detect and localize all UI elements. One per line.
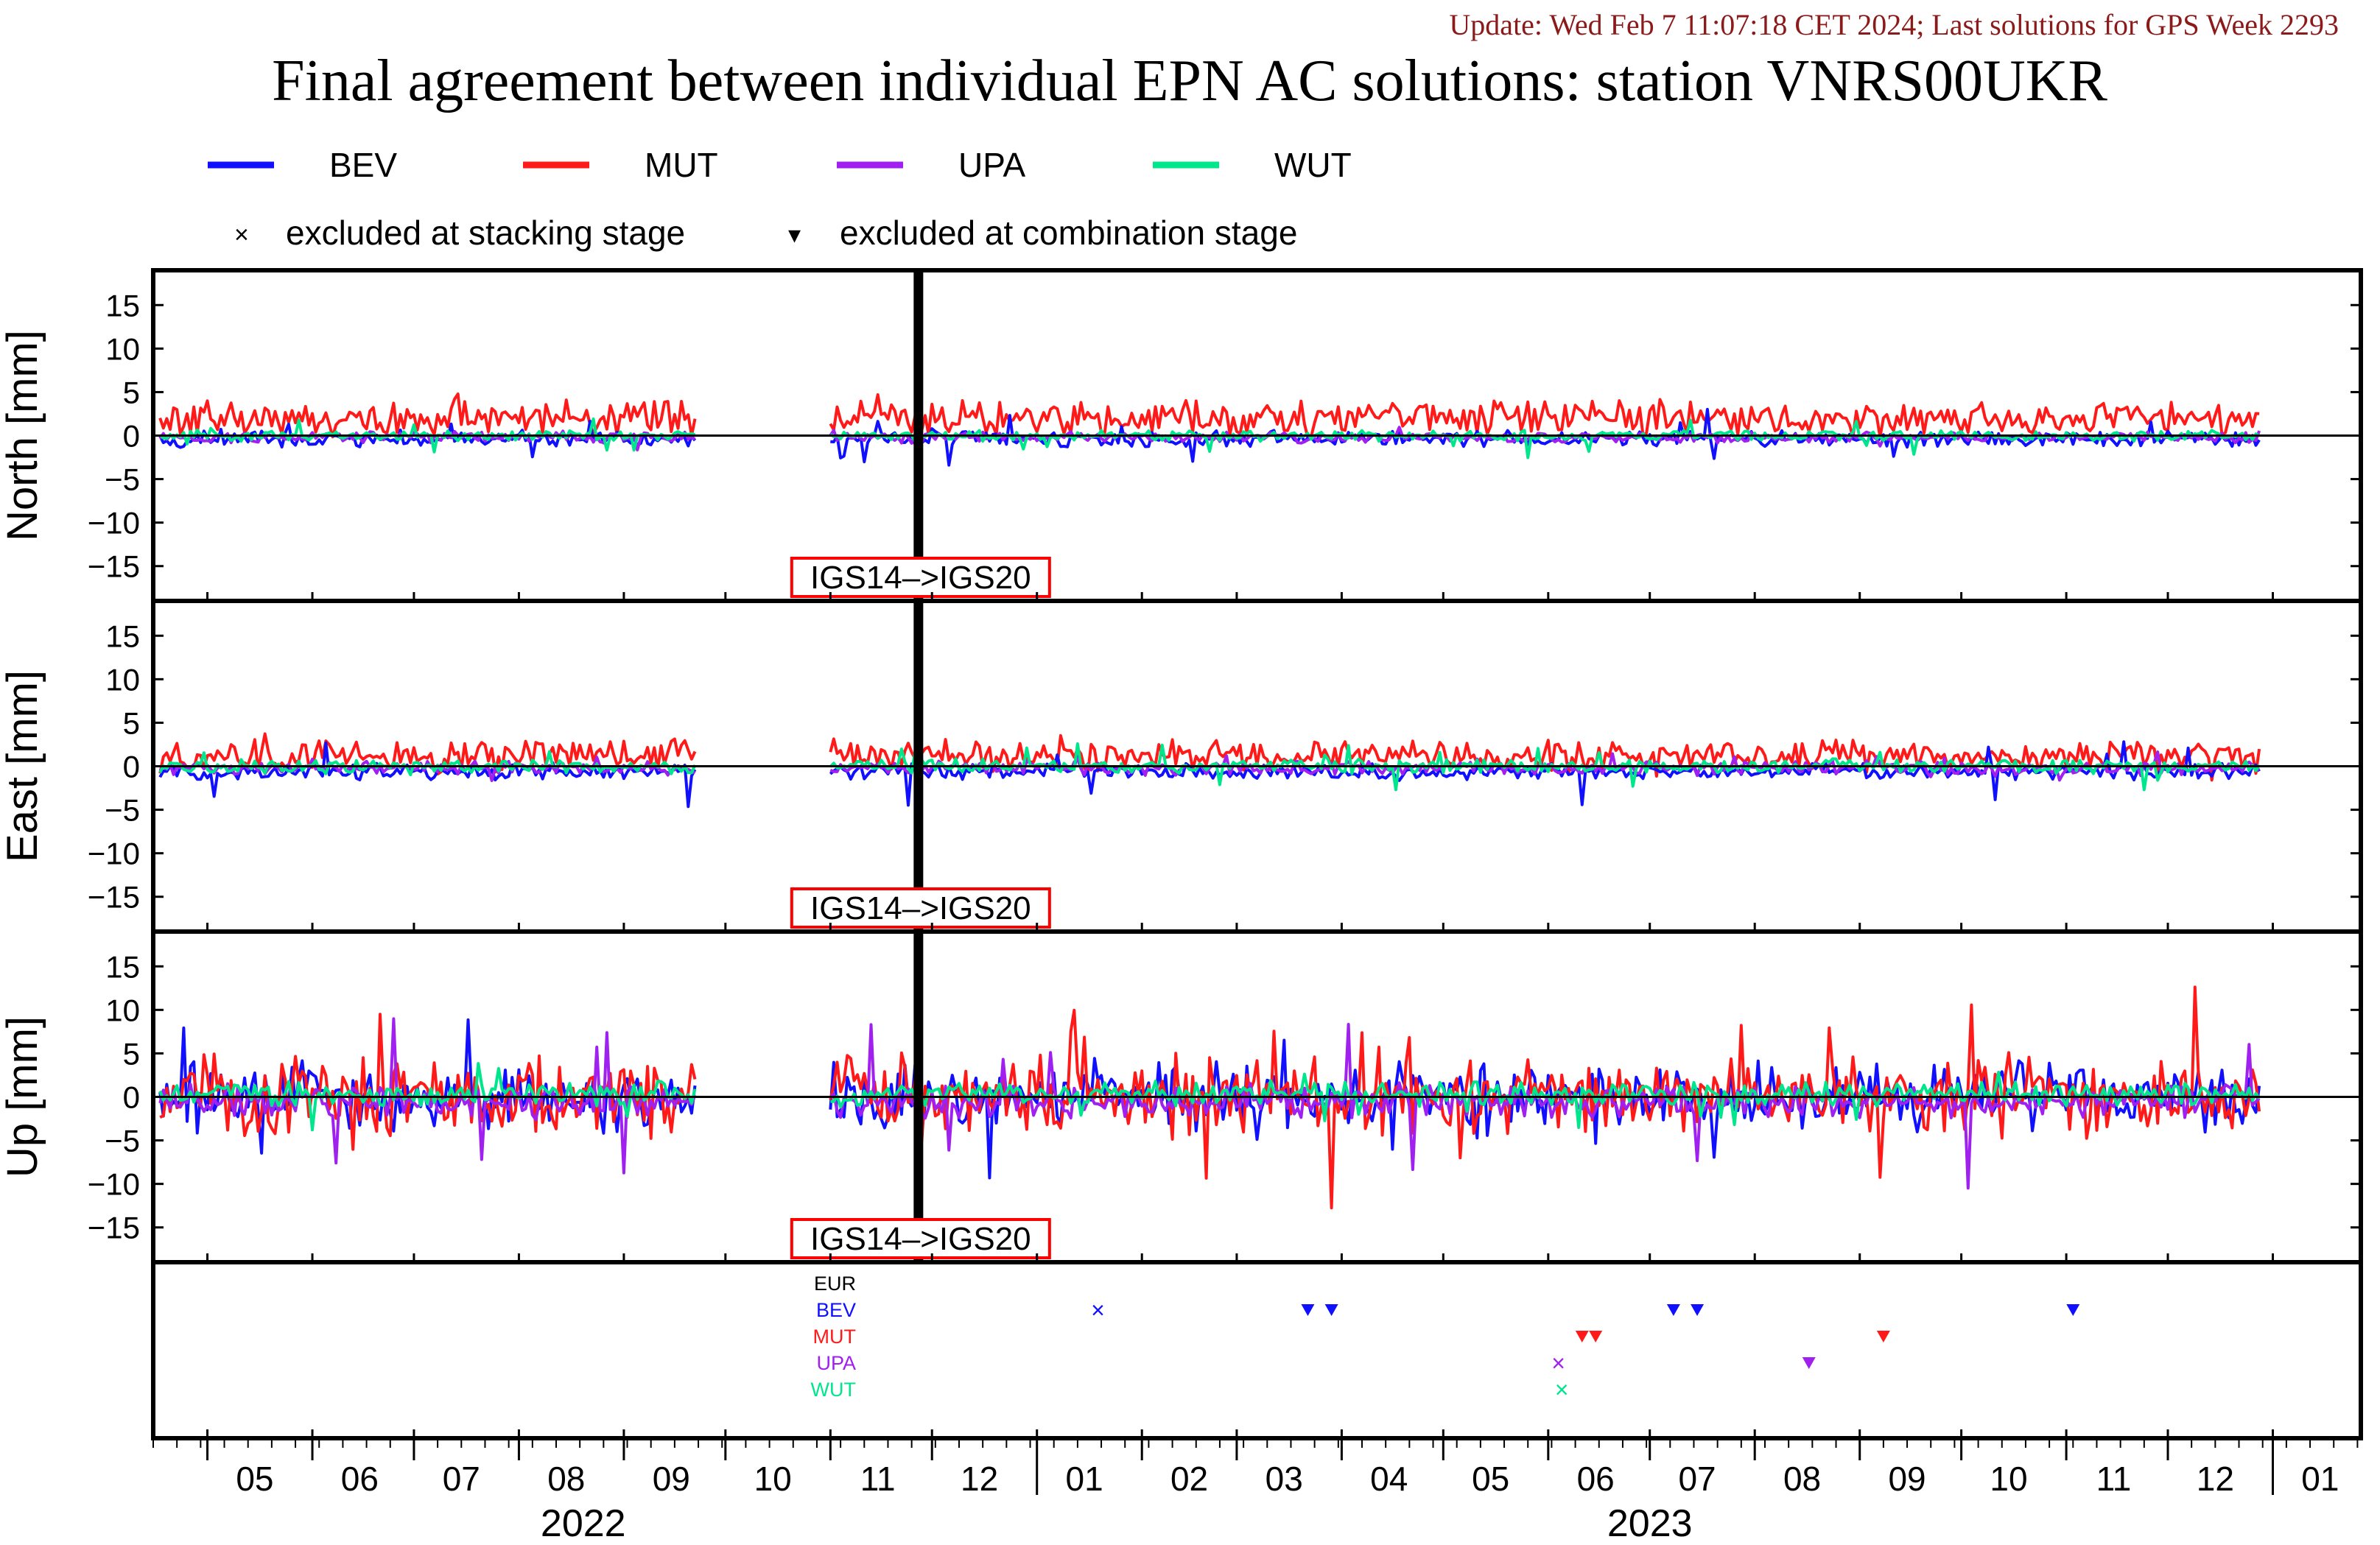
- y-tick-label: 0: [123, 750, 140, 784]
- frame-change-label: IGS14–>IGS20: [810, 890, 1031, 926]
- month-label: 04: [1370, 1460, 1408, 1498]
- month-label: 11: [860, 1460, 896, 1498]
- y-tick-label: −15: [88, 1211, 140, 1245]
- y-tick-label: 0: [123, 419, 140, 454]
- month-label: 05: [1472, 1460, 1509, 1498]
- frame-change-label: IGS14–>IGS20: [810, 1221, 1031, 1257]
- y-tick-label: 10: [105, 331, 140, 366]
- combination-exclusion-marker: [1324, 1304, 1338, 1316]
- series-line-mut-north: [158, 393, 2260, 439]
- legend-label-mut: MUT: [645, 146, 718, 184]
- month-label: 01: [2301, 1460, 2339, 1498]
- exclusion-row-label-eur: EUR: [814, 1273, 856, 1295]
- combination-exclusion-marker: [1666, 1304, 1680, 1316]
- year-label: 2023: [1607, 1502, 1693, 1545]
- y-tick-label: −15: [88, 549, 140, 584]
- y-tick-label: −5: [105, 793, 140, 828]
- month-label: 01: [1065, 1460, 1103, 1498]
- y-tick-label: 5: [123, 375, 140, 409]
- legend-marker-label: excluded at combination stage: [840, 214, 1297, 252]
- stacking-exclusion-marker: ×: [1091, 1297, 1105, 1323]
- legend-label-wut: WUT: [1274, 146, 1352, 184]
- y-axis-title: Up [mm]: [0, 1016, 46, 1178]
- month-label: 03: [1266, 1460, 1303, 1498]
- exclusion-frame: [151, 1260, 2363, 1440]
- combination-exclusion-marker: [1802, 1357, 1816, 1369]
- stacking-exclusion-marker: ×: [1551, 1350, 1565, 1376]
- y-tick-label: 5: [123, 705, 140, 740]
- exclusion-row-label-mut: MUT: [813, 1326, 856, 1348]
- legend-marker-label: excluded at stacking stage: [286, 214, 685, 252]
- exclusion-row-label-wut: WUT: [811, 1379, 856, 1401]
- y-tick-label: 0: [123, 1080, 140, 1115]
- combination-exclusion-marker: [1575, 1331, 1589, 1342]
- panel-north: 15 10 5 0 −5 −10 −15 North [mm] IGS14–>IGS20: [0, 268, 2363, 603]
- month-label: 12: [961, 1460, 998, 1498]
- y-tick-label: 15: [105, 619, 140, 653]
- month-label: 02: [1170, 1460, 1208, 1498]
- month-label: 10: [1990, 1460, 2027, 1498]
- y-tick-label: −5: [105, 1124, 140, 1158]
- month-label: 09: [1888, 1460, 1926, 1498]
- frame-change-label: IGS14–>IGS20: [810, 560, 1031, 596]
- y-tick-label: 15: [105, 288, 140, 323]
- y-tick-label: −10: [88, 837, 140, 871]
- combination-exclusion-marker: [1876, 1331, 1890, 1342]
- chart-title: Final agreement between individual EPN A…: [272, 49, 2107, 113]
- panel-up: 15 10 5 0 −5 −10 −15 Up [mm] IGS14–>IGS20: [0, 929, 2363, 1264]
- month-label: 11: [2096, 1460, 2132, 1498]
- update-text: Update: Wed Feb 7 11:07:18 CET 2024; Las…: [1449, 8, 2339, 41]
- stacking-exclusion-icon: ×: [234, 221, 249, 249]
- frame-change-box: [790, 887, 1051, 929]
- combination-exclusion-marker: [1301, 1304, 1315, 1316]
- combination-exclusion-icon: ▾: [788, 221, 801, 249]
- y-axis-title: North [mm]: [0, 330, 46, 541]
- y-tick-label: 10: [105, 662, 140, 697]
- month-label: 06: [1577, 1460, 1615, 1498]
- y-tick-label: 10: [105, 993, 140, 1027]
- y-tick-label: −10: [88, 1167, 140, 1202]
- month-label: 08: [1783, 1460, 1821, 1498]
- plot-panels: 15 10 5 0 −5 −10 −15 North [mm] IGS14–>IGS20 15 10…: [0, 268, 2363, 1264]
- month-label: 08: [547, 1460, 585, 1498]
- y-tick-label: −10: [88, 506, 140, 541]
- combination-exclusion-marker: [2066, 1304, 2080, 1316]
- frame-change-box: [790, 557, 1051, 598]
- stacking-exclusion-marker: ×: [1555, 1376, 1569, 1403]
- legend: BEV MUT UPA WUT × excluded at stacking stage ▾…: [208, 146, 1352, 252]
- legend-label-upa: UPA: [958, 146, 1025, 184]
- combination-exclusion-marker: [1691, 1304, 1705, 1316]
- time-axis: 05 06 07 08 09 10 11 12 01 02 03 04 05 06 07 08 09 10 11 12…: [152, 592, 2359, 1545]
- month-label: 12: [2197, 1460, 2234, 1498]
- combination-exclusion-marker: [1589, 1331, 1603, 1342]
- legend-label-bev: BEV: [329, 146, 397, 184]
- month-label: 09: [653, 1460, 690, 1498]
- year-label: 2022: [541, 1502, 626, 1545]
- exclusion-row-label-upa: UPA: [816, 1352, 856, 1374]
- y-tick-label: 15: [105, 949, 140, 984]
- y-tick-label: −15: [88, 880, 140, 915]
- exclusion-row-label-bev: BEV: [816, 1299, 856, 1321]
- exclusion-panel: EUR BEV × MUT UPA × WUT ×: [151, 1260, 2363, 1440]
- month-label: 07: [1678, 1460, 1716, 1498]
- month-label: 06: [341, 1460, 379, 1498]
- y-tick-label: 5: [123, 1036, 140, 1071]
- y-tick-label: −5: [105, 462, 140, 497]
- month-label: 10: [754, 1460, 792, 1498]
- month-label: 05: [236, 1460, 273, 1498]
- frame-change-box: [790, 1218, 1051, 1259]
- y-axis-title: East [mm]: [0, 670, 46, 862]
- panel-east: 15 10 5 0 −5 −10 −15 East [mm] IGS14–>IGS20: [0, 599, 2363, 934]
- month-label: 07: [443, 1460, 480, 1498]
